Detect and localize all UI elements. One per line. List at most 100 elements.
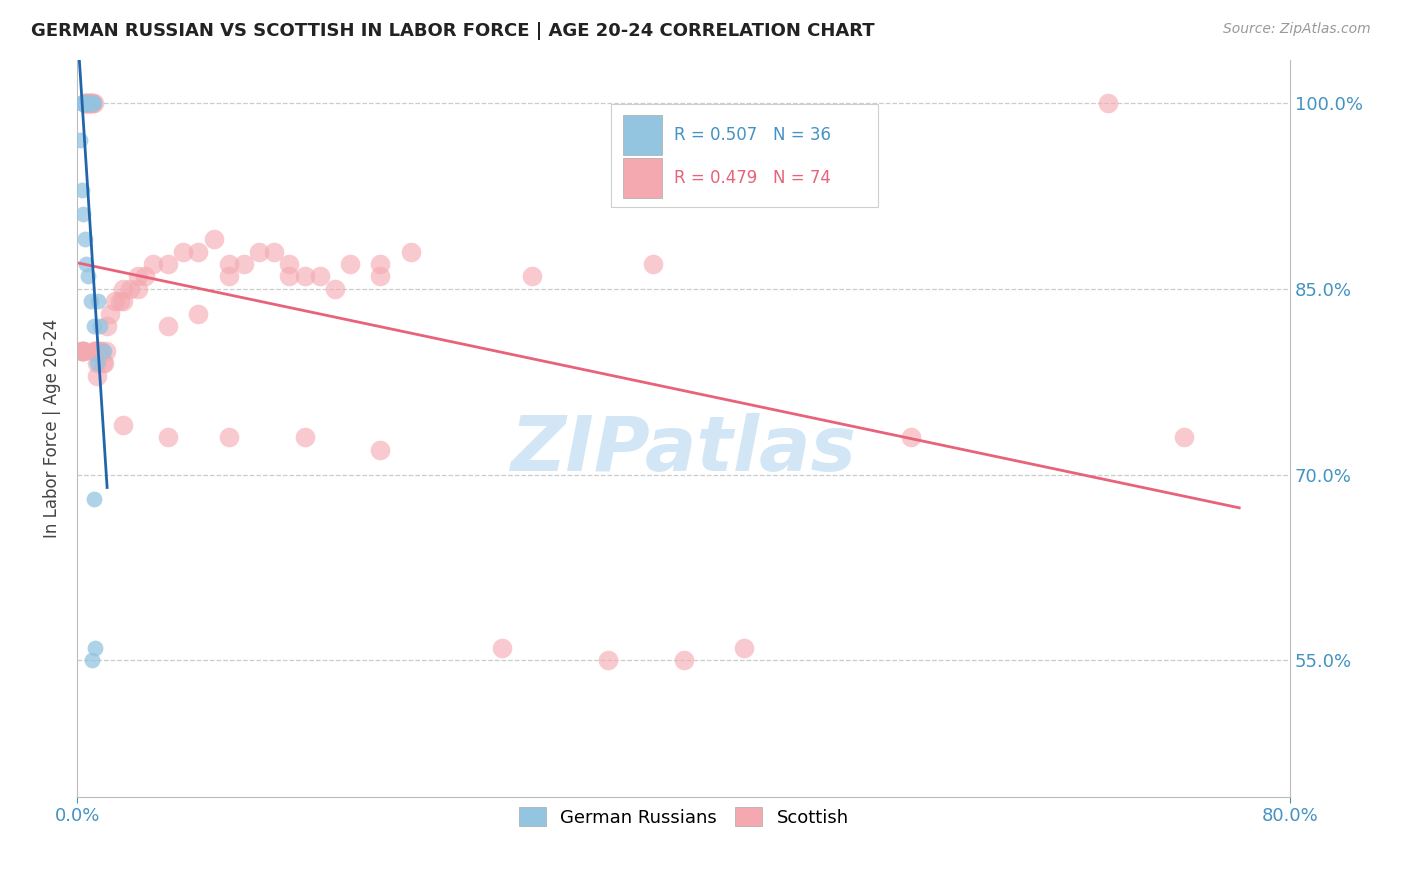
Point	[70, 95, 93, 110]
Point	[80, 95, 103, 110]
Point	[82, 95, 104, 110]
Point	[232, 257, 254, 271]
Point	[69, 133, 91, 147]
Point	[73, 95, 96, 110]
Text: R = 0.479   N = 74: R = 0.479 N = 74	[673, 169, 831, 187]
Point	[247, 244, 270, 259]
Point	[75, 95, 97, 110]
Point	[90, 343, 112, 358]
Text: ZIPatlas: ZIPatlas	[510, 413, 856, 487]
Point	[76, 95, 98, 110]
Point	[84, 343, 107, 358]
FancyBboxPatch shape	[623, 158, 662, 198]
Point	[93, 343, 115, 358]
Point	[86, 368, 108, 383]
Point	[70, 343, 93, 358]
Point	[76, 269, 98, 284]
Point	[89, 343, 111, 358]
Point	[72, 95, 94, 110]
Point	[80, 294, 103, 309]
Point	[733, 641, 755, 656]
Point	[672, 653, 695, 667]
Point	[111, 418, 134, 433]
Point	[73, 95, 96, 110]
Point	[75, 95, 97, 110]
Point	[72, 343, 94, 358]
Point	[93, 356, 115, 370]
Point	[520, 269, 543, 284]
Point	[157, 257, 180, 271]
Text: GERMAN RUSSIAN VS SCOTTISH IN LABOR FORCE | AGE 20-24 CORRELATION CHART: GERMAN RUSSIAN VS SCOTTISH IN LABOR FORC…	[31, 22, 875, 40]
Point	[100, 307, 122, 321]
Point	[83, 492, 105, 507]
Point	[77, 95, 100, 110]
Point	[75, 95, 97, 110]
Point	[84, 641, 107, 656]
Point	[491, 641, 513, 656]
Point	[111, 294, 134, 309]
Point	[900, 430, 922, 444]
Point	[73, 95, 96, 110]
Point	[80, 95, 103, 110]
Point	[77, 95, 100, 110]
Point	[370, 442, 392, 457]
Point	[278, 269, 301, 284]
Point	[72, 343, 94, 358]
Point	[83, 95, 105, 110]
Point	[142, 257, 165, 271]
Point	[76, 95, 98, 110]
Text: R = 0.507   N = 36: R = 0.507 N = 36	[673, 126, 831, 145]
Point	[157, 430, 180, 444]
Point	[72, 95, 94, 110]
Point	[278, 257, 301, 271]
Point	[1173, 430, 1195, 444]
Point	[72, 343, 94, 358]
Point	[75, 95, 97, 110]
Point	[127, 282, 149, 296]
Point	[75, 257, 97, 271]
Point	[1097, 95, 1119, 110]
Text: Source: ZipAtlas.com: Source: ZipAtlas.com	[1223, 22, 1371, 37]
Point	[399, 244, 422, 259]
Point	[82, 95, 104, 110]
Point	[187, 307, 209, 321]
Point	[108, 294, 131, 309]
Point	[73, 95, 96, 110]
Point	[111, 282, 134, 296]
Point	[294, 430, 316, 444]
Point	[75, 95, 97, 110]
Legend: German Russians, Scottish: German Russians, Scottish	[509, 798, 858, 836]
Point	[72, 95, 94, 110]
Point	[370, 269, 392, 284]
Point	[127, 269, 149, 284]
Point	[294, 269, 316, 284]
Point	[96, 318, 118, 333]
Point	[323, 282, 346, 296]
Point	[94, 343, 117, 358]
Point	[339, 257, 361, 271]
Point	[75, 95, 97, 110]
Point	[77, 95, 100, 110]
Point	[218, 430, 240, 444]
Point	[76, 95, 98, 110]
Point	[104, 294, 127, 309]
Point	[86, 356, 108, 370]
FancyBboxPatch shape	[623, 115, 662, 155]
Point	[218, 257, 240, 271]
Point	[70, 95, 93, 110]
Point	[77, 95, 100, 110]
Point	[157, 318, 180, 333]
FancyBboxPatch shape	[610, 103, 877, 207]
Point	[72, 207, 94, 221]
Point	[202, 232, 225, 246]
Point	[643, 257, 665, 271]
Point	[70, 343, 93, 358]
Point	[82, 653, 104, 667]
Point	[70, 183, 93, 197]
Point	[89, 318, 111, 333]
Point	[263, 244, 285, 259]
Point	[370, 257, 392, 271]
Point	[187, 244, 209, 259]
Point	[86, 356, 108, 370]
Point	[308, 269, 330, 284]
